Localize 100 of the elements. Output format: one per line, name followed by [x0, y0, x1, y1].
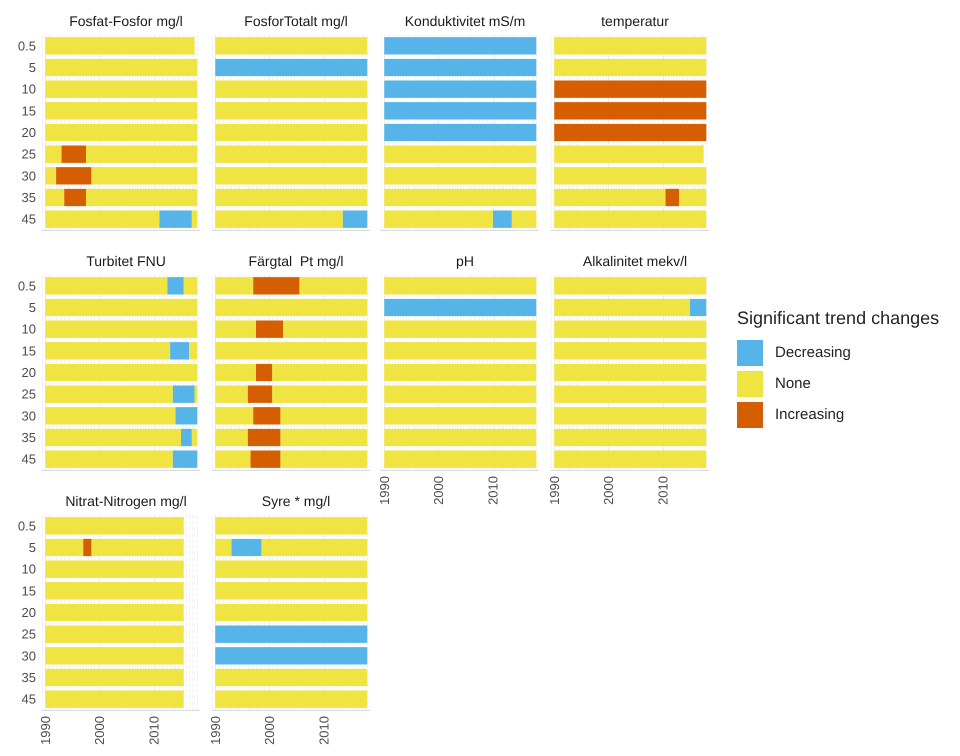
bar: [91, 167, 198, 184]
bar: [214, 386, 248, 403]
bar: [214, 626, 367, 643]
x-tick-label: 2000: [431, 476, 446, 505]
bar: [91, 538, 184, 556]
chart-title: Syre * mg/l: [261, 493, 330, 509]
bar: [214, 668, 367, 686]
legend-title: Significant trend changes: [737, 308, 940, 329]
y-tick-label: 10: [22, 322, 36, 337]
y-tick-label: 10: [22, 562, 36, 577]
bar: [554, 210, 706, 228]
y-tick-label: 0.5: [18, 278, 36, 294]
bar: [554, 37, 706, 54]
bar: [554, 167, 706, 184]
y-tick-label: 20: [22, 125, 36, 140]
x-tick-label: 2000: [600, 476, 616, 505]
y-tick-label: 0.5: [18, 518, 36, 534]
bar: [159, 210, 192, 228]
bar: [45, 277, 168, 294]
bar: [214, 407, 253, 424]
bar: [45, 386, 173, 403]
bar: [214, 450, 250, 468]
bar: [45, 582, 184, 600]
bar: [83, 538, 92, 556]
bar: [45, 407, 176, 424]
bar: [176, 407, 198, 424]
bar: [56, 167, 92, 184]
bar: [45, 647, 184, 664]
y-tick-label: 15: [22, 583, 36, 598]
bar: [45, 517, 184, 534]
bar: [194, 386, 198, 403]
x-tick-label: 1990: [376, 476, 392, 505]
y-tick-label: 45: [22, 212, 36, 227]
y-tick-label: 10: [22, 82, 36, 97]
y-tick-label: 35: [22, 670, 36, 685]
chart-title: Färgtal Pt mg/l: [248, 253, 343, 269]
bar: [192, 428, 198, 446]
bar: [86, 188, 198, 206]
bar: [214, 560, 367, 578]
bar: [214, 604, 367, 622]
x-tick-label: 1990: [207, 716, 222, 745]
bar: [214, 320, 256, 338]
bar: [45, 428, 181, 446]
y-tick-label: 25: [22, 386, 36, 402]
bar: [252, 277, 299, 294]
x-tick-label: 2010: [485, 476, 500, 505]
legend-label: Decreasing: [775, 344, 851, 361]
chart-title: FosforTotalt mg/l: [244, 13, 348, 29]
bar: [250, 450, 280, 468]
bar: [45, 124, 198, 142]
bar: [214, 517, 367, 534]
bar: [252, 407, 280, 424]
bar: [45, 690, 184, 708]
bar: [554, 146, 704, 163]
x-tick-label: 2010: [316, 716, 331, 745]
y-tick-label: 5: [28, 300, 36, 315]
bar: [172, 450, 198, 468]
bar: [45, 560, 184, 578]
y-tick-label: 45: [22, 692, 36, 707]
bar: [86, 146, 198, 163]
bar: [231, 538, 261, 556]
legend-label: Increasing: [775, 406, 844, 423]
bar: [255, 320, 283, 338]
y-tick-label: 30: [22, 648, 36, 664]
bar: [192, 210, 198, 228]
bar: [45, 167, 56, 184]
x-tick-label: 2000: [262, 716, 277, 745]
bar: [280, 407, 367, 424]
bar: [45, 604, 184, 622]
chart-title: Alkalinitet mekv/l: [582, 253, 687, 269]
bar: [45, 626, 184, 643]
y-tick-label: 5: [28, 60, 36, 75]
bar: [214, 647, 367, 664]
chart-title: Turbitet FNU: [86, 253, 166, 269]
bar: [170, 342, 190, 360]
bar: [554, 188, 666, 206]
bar: [214, 277, 253, 294]
x-tick-label: 1990: [546, 476, 562, 505]
y-tick-label: 35: [22, 430, 36, 445]
bar: [167, 277, 184, 294]
y-tick-label: 30: [22, 168, 36, 184]
bar: [272, 364, 367, 382]
bar: [45, 37, 195, 54]
y-tick-label: 15: [22, 103, 36, 118]
bar: [214, 298, 367, 316]
bar: [554, 58, 706, 76]
bar: [45, 538, 84, 556]
y-tick-label: 25: [22, 626, 36, 642]
bar: [45, 364, 198, 382]
bar: [45, 320, 198, 338]
chart-title: Konduktivitet mS/m: [404, 13, 526, 29]
bar: [45, 298, 198, 316]
y-tick-label: 20: [22, 365, 36, 380]
y-tick-label: 30: [22, 408, 36, 424]
bar: [45, 58, 198, 76]
chart-title: Fosfat-Fosfor mg/l: [69, 13, 183, 29]
bar: [280, 428, 367, 446]
x-tick-label: 2000: [92, 716, 108, 745]
bar: [45, 146, 62, 163]
x-tick-label: 1990: [38, 716, 53, 745]
